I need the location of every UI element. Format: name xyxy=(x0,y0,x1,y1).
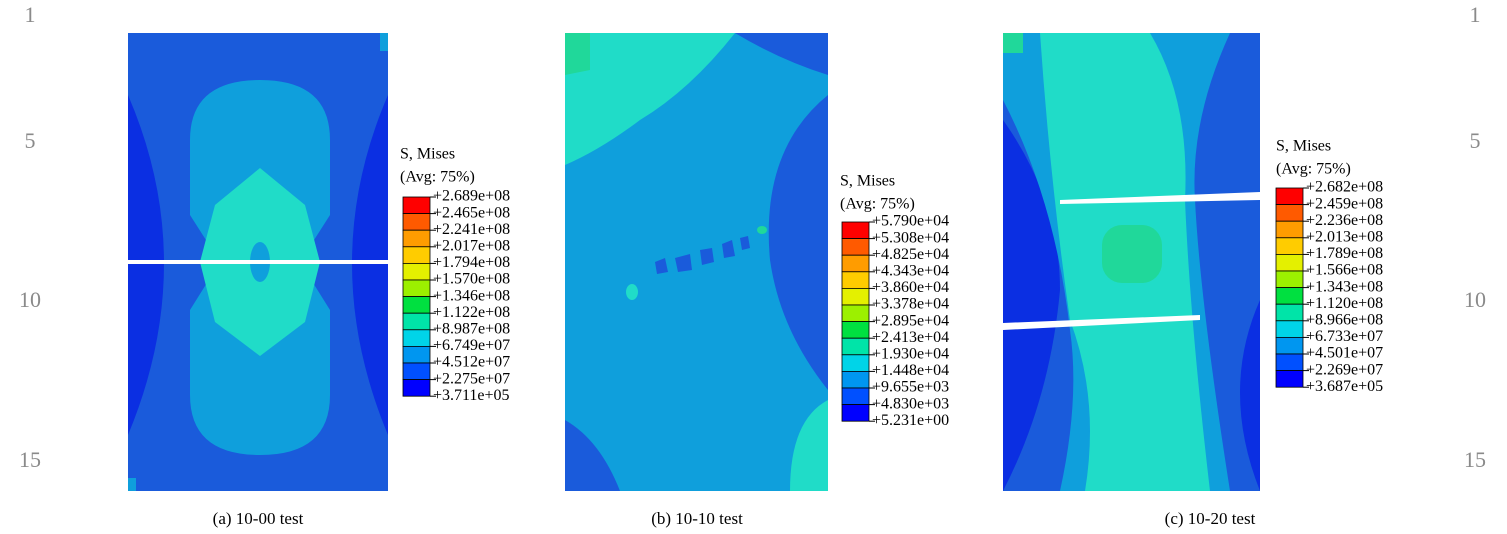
legend-swatch xyxy=(841,254,870,273)
legend-swatch xyxy=(841,337,870,356)
legend-value: +2.689e+08 xyxy=(433,188,510,205)
legend-subtitle: (Avg: 75%) xyxy=(1276,161,1351,178)
legend-swatch xyxy=(402,345,431,364)
legend-value: +8.987e+08 xyxy=(433,320,510,337)
legend-swatch xyxy=(1275,187,1304,206)
contour-plot-b xyxy=(565,33,828,491)
legend-value: +2.269e+07 xyxy=(1306,361,1383,378)
legend-swatch xyxy=(841,221,870,240)
legend-value: +2.459e+08 xyxy=(1306,195,1383,212)
legend-value: +2.017e+08 xyxy=(433,237,510,254)
legend-value: +4.825e+04 xyxy=(872,246,949,263)
legend-value: +9.655e+03 xyxy=(872,379,949,396)
legend-swatch xyxy=(1275,320,1304,338)
legend-value: +6.733e+07 xyxy=(1306,328,1383,345)
legend-value: +2.236e+08 xyxy=(1306,212,1383,229)
legend-swatch xyxy=(1275,353,1304,372)
legend-value: +2.013e+08 xyxy=(1306,228,1383,245)
legend-value: +5.790e+04 xyxy=(872,213,949,230)
legend-title: S, Mises xyxy=(840,173,895,190)
legend-swatch xyxy=(841,321,870,339)
legend-subtitle: (Avg: 75%) xyxy=(840,196,915,213)
legend-swatch xyxy=(402,213,431,231)
legend-swatch xyxy=(1275,204,1304,222)
legend-swatch xyxy=(841,370,870,389)
legend-value: +3.860e+04 xyxy=(872,279,949,296)
legend-value: +1.343e+08 xyxy=(1306,278,1383,295)
legend-subtitle: (Avg: 75%) xyxy=(400,169,475,186)
legend-swatch xyxy=(402,262,431,281)
legend-value: +1.794e+08 xyxy=(433,254,510,271)
legend-value: +1.448e+04 xyxy=(872,362,949,379)
legend-swatch xyxy=(1275,253,1304,272)
legend-value: +6.749e+07 xyxy=(433,337,510,354)
legend-swatch xyxy=(402,362,431,381)
legend-value: +2.682e+08 xyxy=(1306,179,1383,196)
legend-value: +1.120e+08 xyxy=(1306,295,1383,312)
legend-value: +2.241e+08 xyxy=(433,221,510,238)
legend-value: +3.711e+05 xyxy=(433,387,510,404)
legend-swatch xyxy=(841,287,870,306)
legend-swatch xyxy=(402,379,431,397)
legend-value: +4.830e+03 xyxy=(872,395,949,412)
legend-swatch xyxy=(402,312,431,331)
legend-swatch xyxy=(841,404,870,422)
panel-caption: (a) 10-00 test xyxy=(213,509,304,528)
panel-caption: (b) 10-10 test xyxy=(651,509,743,528)
legend-swatch xyxy=(402,296,431,314)
legend-swatch xyxy=(402,246,431,264)
legend-swatch xyxy=(1275,370,1304,388)
legend-value: +1.570e+08 xyxy=(433,271,510,288)
line-number: 10 xyxy=(19,287,41,312)
line-number: 15 xyxy=(19,447,41,472)
legend-value: +8.966e+08 xyxy=(1306,311,1383,328)
line-number: 1 xyxy=(25,2,36,27)
legend-swatch xyxy=(841,387,870,406)
legend-swatch xyxy=(1275,336,1304,355)
legend-swatch xyxy=(402,229,431,248)
legend-swatch xyxy=(841,271,870,289)
contour-plot-c xyxy=(1003,33,1260,491)
legend-value: +2.895e+04 xyxy=(872,312,949,329)
legend-value: +3.687e+05 xyxy=(1306,378,1383,395)
legend-value: +4.343e+04 xyxy=(872,262,949,279)
legend-value: +4.512e+07 xyxy=(433,354,510,371)
legend-title: S, Mises xyxy=(1276,138,1331,155)
panel-caption: (c) 10-20 test xyxy=(1165,509,1256,528)
legend-swatch xyxy=(841,354,870,372)
legend-value: +2.275e+07 xyxy=(433,370,510,387)
legend-value: +1.930e+04 xyxy=(872,345,949,362)
legend-title: S, Mises xyxy=(400,146,455,163)
legend-value: +1.346e+08 xyxy=(433,287,510,304)
legend-value: +2.413e+04 xyxy=(872,329,949,346)
line-number: 5 xyxy=(1470,128,1481,153)
legend-value: +1.566e+08 xyxy=(1306,262,1383,279)
line-number: 10 xyxy=(1464,287,1486,312)
legend-value: +2.465e+08 xyxy=(433,204,510,221)
legend-value: +5.308e+04 xyxy=(872,229,949,246)
legend-value: +1.122e+08 xyxy=(433,304,510,321)
legend-value: +4.501e+07 xyxy=(1306,345,1383,362)
legend-swatch xyxy=(402,279,431,298)
line-number: 5 xyxy=(25,128,36,153)
legend-swatch xyxy=(1275,303,1304,322)
legend-swatch xyxy=(1275,270,1304,289)
legend-swatch xyxy=(841,238,870,256)
line-number: 1 xyxy=(1470,2,1481,27)
legend-value: +1.789e+08 xyxy=(1306,245,1383,262)
legend-swatch xyxy=(402,329,431,347)
legend-swatch xyxy=(402,196,431,215)
legend-swatch xyxy=(841,304,870,323)
legend-swatch xyxy=(1275,287,1304,305)
legend-value: +3.378e+04 xyxy=(872,296,949,313)
legend-value: +5.231e+00 xyxy=(872,412,949,429)
legend-swatch xyxy=(1275,237,1304,255)
contour-plot-a xyxy=(128,33,388,491)
line-number: 15 xyxy=(1464,447,1486,472)
legend-swatch xyxy=(1275,220,1304,239)
